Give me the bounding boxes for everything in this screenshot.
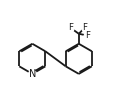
Text: N: N (29, 69, 36, 79)
Text: F: F (68, 23, 73, 32)
Text: F: F (85, 31, 90, 40)
Text: F: F (82, 23, 87, 32)
